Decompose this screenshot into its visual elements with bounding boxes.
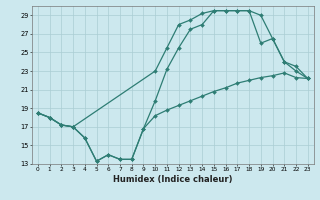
X-axis label: Humidex (Indice chaleur): Humidex (Indice chaleur)	[113, 175, 233, 184]
